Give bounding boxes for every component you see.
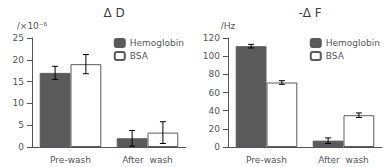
svg-text:20: 20 [13, 55, 25, 65]
svg-text:BSA: BSA [130, 51, 149, 61]
svg-text:Pre-wash: Pre-wash [246, 155, 287, 165]
svg-text:-Δ F: -Δ F [298, 6, 321, 20]
svg-text:5: 5 [18, 120, 24, 130]
svg-text:BSA: BSA [326, 51, 345, 61]
svg-text:Hemoglobin: Hemoglobin [326, 38, 380, 48]
svg-text:Δ D: Δ D [103, 6, 124, 20]
svg-text:Hemoglobin: Hemoglobin [130, 38, 184, 48]
svg-text:15: 15 [13, 77, 24, 87]
svg-text:100: 100 [203, 51, 220, 61]
svg-text:40: 40 [209, 106, 221, 116]
svg-text:20: 20 [209, 124, 221, 134]
svg-text:10: 10 [13, 98, 25, 108]
svg-text:60: 60 [209, 88, 221, 98]
svg-text:0: 0 [18, 142, 24, 152]
svg-text:25: 25 [13, 33, 24, 43]
svg-text:80: 80 [209, 69, 221, 79]
svg-text:After wash: After wash [122, 155, 173, 165]
svg-text:/×10⁻⁶: /×10⁻⁶ [17, 21, 48, 31]
svg-text:120: 120 [203, 33, 220, 43]
svg-text:/Hz: /Hz [221, 21, 236, 31]
svg-text:After wash: After wash [318, 155, 369, 165]
svg-text:Pre-wash: Pre-wash [50, 155, 91, 165]
svg-text:0: 0 [214, 142, 220, 152]
